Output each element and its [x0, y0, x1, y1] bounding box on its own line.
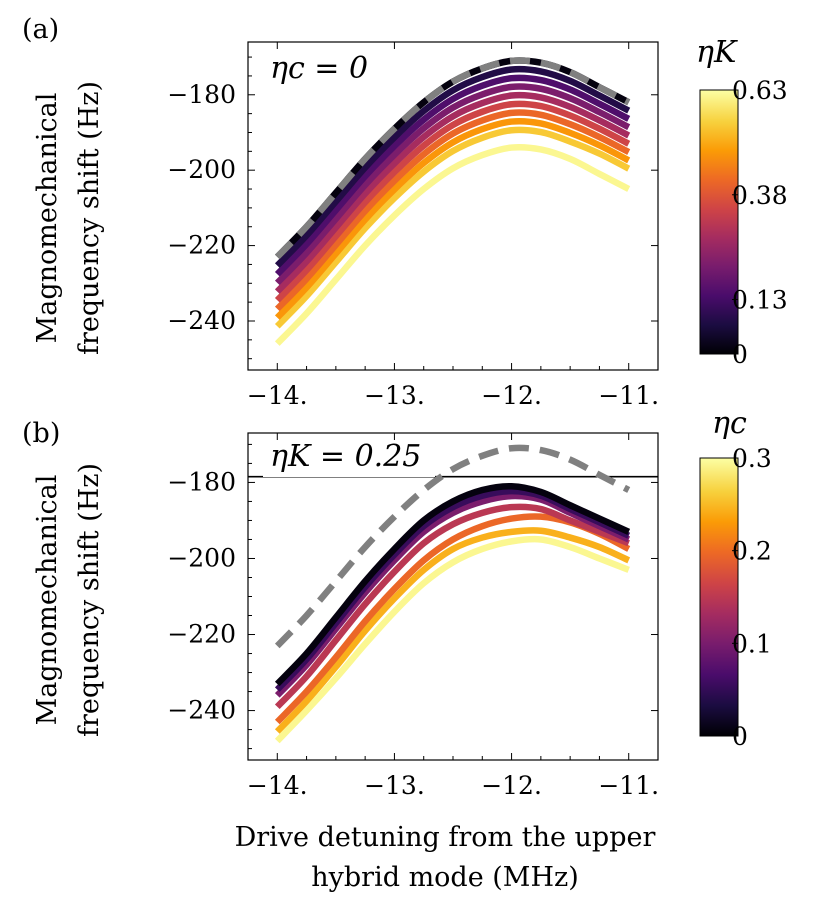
panel-a: (a) Magnomechanical frequency shift (Hz)…: [22, 14, 788, 410]
colorbar-ticks-a: 0 0.13 0.38 0.63: [732, 76, 788, 369]
x-ticks-a: −14. −13. −12. −11.: [247, 42, 659, 410]
x-tick-label-b-2: −12.: [481, 771, 542, 800]
y-tick-label-b-0: −240: [167, 696, 236, 725]
y-axis-label-b-line1: Magnomechanical: [32, 475, 63, 726]
series-line-a-4: [274, 91, 631, 294]
x-tick-label-b-0: −14.: [247, 771, 308, 800]
x-tick-label-a-1: −13.: [364, 381, 425, 410]
y-tick-label-a-3: −180: [167, 80, 236, 109]
series-group-a: [274, 57, 631, 346]
series-line-b-3: [274, 503, 630, 710]
colorbar-tick-label-b-3: 0.3: [732, 444, 772, 473]
series-line-b-5: [274, 527, 631, 734]
x-tick-label-b-1: −13.: [364, 771, 425, 800]
y-ticks-a: −240 −220 −200 −180: [167, 56, 658, 360]
colorbar-title-b: ηc: [712, 406, 747, 441]
series-line-a-5: [274, 100, 631, 303]
colorbar-tick-label-b-0: 0: [732, 722, 748, 751]
x-axis-label-line2: hybrid mode (MHz): [311, 862, 579, 893]
series-line-a-3: [274, 83, 631, 286]
annotation-bg-b: [263, 441, 435, 477]
colorbar-tick-label-a-3: 0.63: [732, 76, 788, 105]
y-tick-label-a-2: −200: [167, 155, 236, 184]
y-tick-label-b-2: −200: [167, 543, 236, 572]
y-axis-label-a-line1: Magnomechanical: [32, 93, 63, 344]
y-tick-label-b-3: −180: [167, 467, 236, 496]
series-line-b-1: [274, 487, 631, 692]
dashed-series-b: [274, 444, 631, 649]
colorbar-a: [699, 89, 739, 355]
annotation-a: ηc = 0: [270, 51, 368, 86]
y-tick-label-b-1: −220: [167, 620, 236, 649]
x-ticks-b: −14. −13. −12. −11.: [247, 433, 659, 800]
series-line-a-9: [274, 143, 631, 346]
y-axis-label-a-line2: frequency shift (Hz): [74, 81, 105, 355]
series-line-a-1: [274, 65, 631, 268]
colorbar-ticks-b: 0 0.1 0.2 0.3: [732, 444, 772, 751]
series-group-b: [248, 444, 658, 744]
annotation-b: ηK = 0.25: [270, 439, 421, 474]
x-tick-label-b-3: −11.: [598, 771, 659, 800]
series-line-b-2: [274, 492, 631, 698]
series-line-a-7: [274, 117, 631, 320]
x-axis-label-line1: Drive detuning from the upper: [235, 822, 656, 853]
colorbar-b: [699, 457, 739, 737]
dashed-series-a: [274, 57, 631, 260]
colorbar-title-a: ηK: [696, 35, 738, 70]
x-tick-label-a-2: −12.: [481, 381, 542, 410]
y-tick-label-a-0: −240: [167, 306, 236, 335]
colorbar-tick-label-a-1: 0.13: [732, 286, 788, 315]
x-tick-label-a-3: −11.: [598, 381, 659, 410]
panel-label-a: (a): [22, 14, 59, 45]
y-axis-label-b-line2: frequency shift (Hz): [74, 463, 105, 737]
panel-label-b: (b): [22, 418, 60, 449]
series-line-a-2: [274, 74, 631, 277]
colorbar-tick-label-b-1: 0.1: [732, 629, 772, 658]
panel-b: (b) Magnomechanical frequency shift (Hz)…: [22, 406, 772, 800]
series-line-b-0: [274, 482, 631, 687]
colorbar-tick-label-a-2: 0.38: [732, 181, 788, 210]
series-line-a-6: [274, 109, 631, 312]
series-line-b-6: [274, 535, 630, 744]
y-tick-label-a-1: −220: [167, 231, 236, 260]
colorbar-tick-label-a-0: 0: [732, 340, 748, 369]
x-tick-label-a-0: −14.: [247, 381, 308, 410]
y-ticks-b: −240 −220 −200 −180: [167, 443, 658, 750]
series-line-a-8: [274, 126, 631, 329]
colorbar-tick-label-b-2: 0.2: [732, 537, 772, 566]
